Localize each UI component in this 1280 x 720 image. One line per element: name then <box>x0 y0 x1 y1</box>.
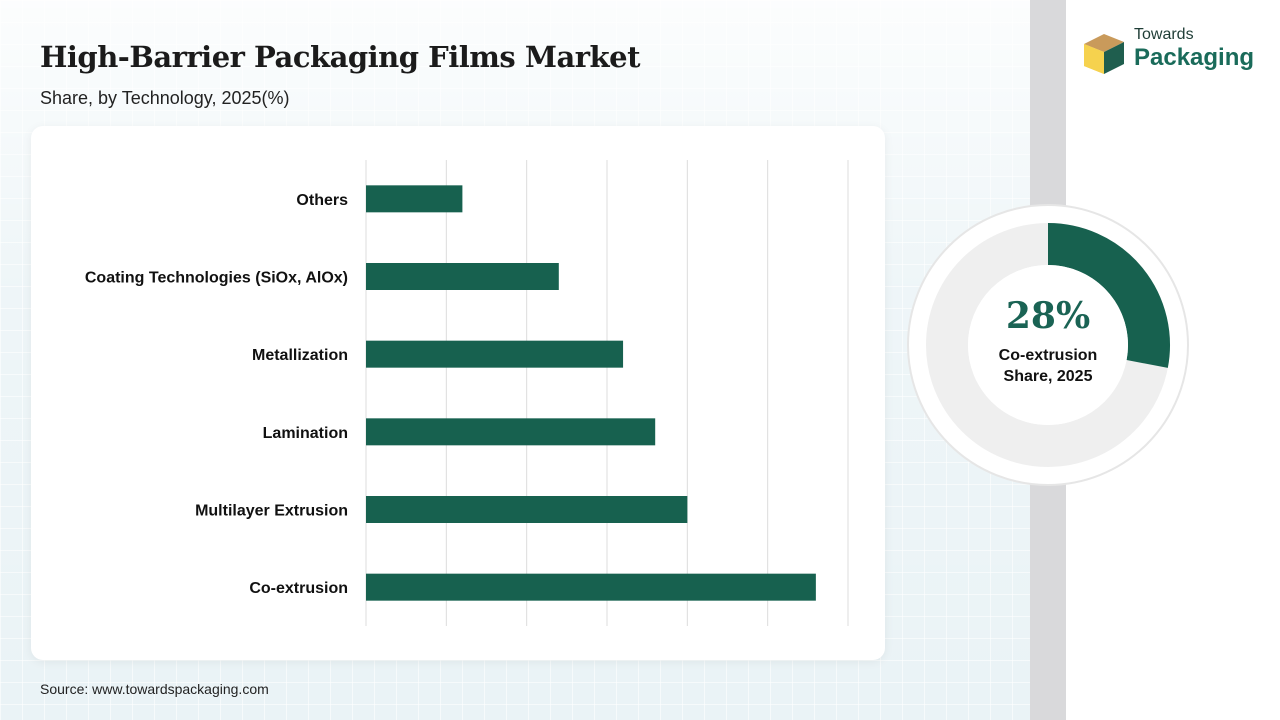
bar[interactable] <box>366 340 624 368</box>
category-label: Others <box>296 192 348 209</box>
box-logo-icon <box>1084 34 1124 74</box>
brand-logo[interactable]: Towards Packaging <box>1080 26 1270 78</box>
donut-label: Co-extrusion Share, 2025 <box>906 345 1190 387</box>
donut-widget: 28% Co-extrusion Share, 2025 <box>906 203 1190 487</box>
bar[interactable] <box>366 496 688 523</box>
page-title: High-Barrier Packaging Films Market <box>40 40 640 74</box>
bar[interactable] <box>366 263 559 290</box>
category-label: Metallization <box>252 347 348 364</box>
bar-chart: Others Coating Technologies (SiOx, AlOx) M… <box>85 160 849 626</box>
category-label: Multilayer Extrusion <box>195 503 348 520</box>
category-label: Co-extrusion <box>249 580 348 597</box>
donut-label-line2: Share, 2025 <box>1003 368 1093 385</box>
donut-chart <box>907 204 1189 486</box>
bar[interactable] <box>366 418 656 446</box>
bar[interactable] <box>366 573 816 601</box>
donut-center <box>968 265 1128 425</box>
category-label: Lamination <box>263 425 348 442</box>
brand-name-line1: Towards <box>1134 26 1194 43</box>
donut-label-line1: Co-extrusion <box>998 347 1098 364</box>
source-note: Source: www.towardspackaging.com <box>40 681 269 697</box>
chart-card: Others Coating Technologies (SiOx, AlOx) M… <box>31 126 885 660</box>
bar[interactable] <box>366 185 463 213</box>
category-label: Coating Technologies (SiOx, AlOx) <box>85 270 348 287</box>
page-subtitle: Share, by Technology, 2025(%) <box>40 88 290 108</box>
donut-value: 28% <box>1005 295 1091 337</box>
brand-name-line2: Packaging <box>1134 44 1255 71</box>
donut-slice[interactable] <box>1047 223 1170 368</box>
